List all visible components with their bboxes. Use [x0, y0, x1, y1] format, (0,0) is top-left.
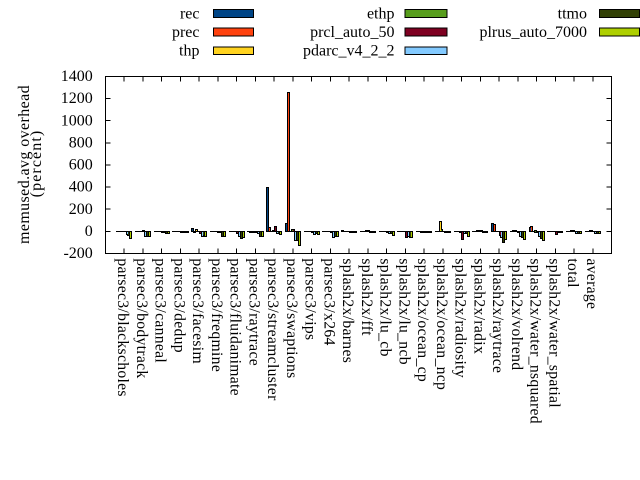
svg-text:splash2x/water_spatial: splash2x/water_spatial — [545, 258, 562, 408]
svg-text:800: 800 — [69, 134, 93, 151]
svg-text:prec: prec — [172, 24, 200, 41]
svg-text:(percent): (percent) — [28, 130, 45, 198]
svg-text:splash2x/raytrace: splash2x/raytrace — [489, 258, 506, 373]
svg-text:parsec3/canneal: parsec3/canneal — [152, 258, 169, 363]
svg-text:1000: 1000 — [61, 112, 93, 129]
svg-text:splash2x/barnes: splash2x/barnes — [339, 258, 356, 363]
svg-text:parsec3/blackscholes: parsec3/blackscholes — [114, 258, 131, 396]
svg-text:splash2x/lu_ncb: splash2x/lu_ncb — [395, 258, 412, 364]
svg-text:parsec3/vips: parsec3/vips — [302, 258, 319, 340]
svg-text:parsec3/facesim: parsec3/facesim — [189, 258, 206, 364]
svg-text:parsec3/raytrace: parsec3/raytrace — [245, 258, 262, 366]
svg-text:splash2x/water_nsquared: splash2x/water_nsquared — [527, 258, 544, 423]
svg-text:parsec3/bodytrack: parsec3/bodytrack — [133, 258, 150, 378]
svg-text:parsec3/x264: parsec3/x264 — [320, 258, 337, 345]
svg-text:400: 400 — [69, 179, 93, 196]
svg-text:thp: thp — [179, 43, 199, 60]
svg-text:total: total — [564, 258, 581, 288]
svg-text:1400: 1400 — [61, 68, 93, 85]
svg-text:memused.avg overhead: memused.avg overhead — [16, 85, 33, 244]
svg-text:parsec3/swaptions: parsec3/swaptions — [283, 258, 300, 378]
svg-text:600: 600 — [69, 157, 93, 174]
svg-text:200: 200 — [69, 201, 93, 218]
svg-text:splash2x/ocean_ncp: splash2x/ocean_ncp — [433, 258, 450, 390]
svg-text:parsec3/freqmine: parsec3/freqmine — [208, 258, 225, 372]
svg-text:splash2x/radiosity: splash2x/radiosity — [452, 258, 469, 378]
svg-text:pdarc_v4_2_2: pdarc_v4_2_2 — [303, 43, 395, 60]
svg-text:plrus_auto_7000: plrus_auto_7000 — [479, 24, 587, 41]
svg-text:splash2x/volrend: splash2x/volrend — [508, 258, 525, 370]
svg-text:parsec3/fluidanimate: parsec3/fluidanimate — [227, 258, 244, 396]
svg-text:-200: -200 — [63, 245, 92, 262]
svg-text:splash2x/radix: splash2x/radix — [470, 258, 487, 354]
svg-text:parsec3/dedup: parsec3/dedup — [170, 258, 187, 353]
svg-text:prcl_auto_50: prcl_auto_50 — [310, 24, 394, 41]
svg-text:splash2x/ocean_cp: splash2x/ocean_cp — [414, 258, 431, 382]
svg-text:splash2x/fft: splash2x/fft — [358, 258, 375, 336]
svg-text:0: 0 — [85, 223, 93, 240]
svg-text:ethp: ethp — [367, 5, 395, 22]
svg-text:splash2x/lu_cb: splash2x/lu_cb — [377, 258, 394, 356]
svg-text:average: average — [583, 258, 600, 309]
svg-text:parsec3/streamcluster: parsec3/streamcluster — [264, 258, 281, 401]
svg-text:ttmo: ttmo — [558, 5, 587, 22]
svg-text:rec: rec — [180, 5, 200, 22]
svg-text:1200: 1200 — [61, 90, 93, 107]
